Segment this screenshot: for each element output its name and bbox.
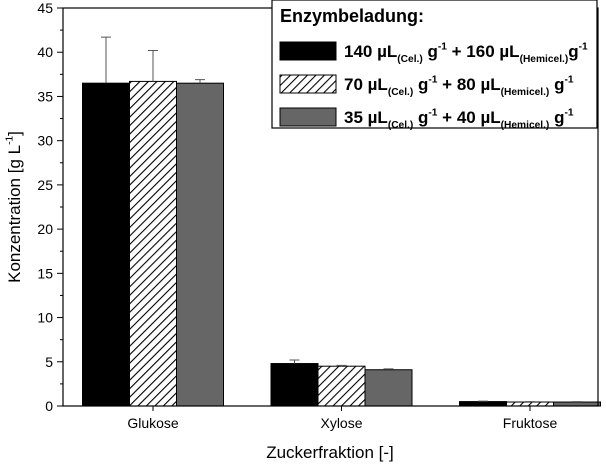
text-run: + 40 µL xyxy=(437,108,500,127)
text-run: -1 xyxy=(438,41,447,52)
bar xyxy=(82,82,130,407)
text-run: g xyxy=(423,42,438,61)
y-tick-label: 0 xyxy=(45,398,53,414)
text-run: (Hemicel.) xyxy=(501,120,550,131)
bar xyxy=(317,365,366,407)
x-tick-label: Glukose xyxy=(127,415,179,431)
error-bar xyxy=(289,359,300,364)
y-tick-label: 5 xyxy=(45,354,53,370)
text-run: (Hemicel.) xyxy=(520,54,569,65)
legend-label: 140 µL(Cel.) g-1 + 160 µL(Hemicel.)g-1 xyxy=(344,41,588,65)
y-tick-label: 45 xyxy=(37,0,53,16)
text-run: 35 µL xyxy=(344,108,388,127)
text-run: -1 xyxy=(428,74,437,85)
text-run: -1 xyxy=(564,107,573,118)
text-run: 140 µL xyxy=(344,42,397,61)
y-tick-label: 25 xyxy=(37,177,53,193)
text-run: g xyxy=(549,75,564,94)
legend-label: 70 µL(Cel.) g-1 + 80 µL(Hemicel.) g-1 xyxy=(344,74,574,98)
bar xyxy=(459,401,507,407)
bar xyxy=(129,80,177,407)
error-bar xyxy=(383,368,394,370)
text-run: -1 xyxy=(579,41,588,52)
text-run: 70 µL xyxy=(344,75,388,94)
x-tick-label: Xylose xyxy=(320,415,362,431)
y-tick-label: 15 xyxy=(37,265,53,281)
text-run: g xyxy=(413,75,428,94)
text-run: -1 xyxy=(564,74,573,85)
error-bar xyxy=(101,36,111,84)
x-tick-label: Fruktose xyxy=(503,415,558,431)
error-bar xyxy=(336,364,347,367)
text-run: g xyxy=(413,108,428,127)
error-bar xyxy=(195,79,205,84)
text-run: (Cel.) xyxy=(397,54,422,65)
text-run: + 160 µL xyxy=(447,42,520,61)
y-tick-label: 40 xyxy=(37,44,53,60)
text-run: (Cel.) xyxy=(388,120,413,131)
text-run: ] xyxy=(5,131,24,136)
text-run: g xyxy=(549,108,564,127)
y-axis-title: Konzentration [g L-1] xyxy=(4,131,24,283)
y-tick-label: 30 xyxy=(37,133,53,149)
legend-swatch xyxy=(279,41,337,61)
bar xyxy=(270,363,319,407)
legend-swatch xyxy=(279,74,337,94)
text-run: Konzentration [g L xyxy=(5,145,24,283)
legend-swatch xyxy=(279,107,337,127)
error-bar xyxy=(148,49,158,82)
x-axis-title: Zuckerfraktion [-] xyxy=(266,443,394,462)
bar xyxy=(364,369,413,407)
text-run: (Cel.) xyxy=(388,87,413,98)
y-tick-label: 10 xyxy=(37,310,53,326)
text-run: + 80 µL xyxy=(437,75,500,94)
y-tick-label: 35 xyxy=(37,88,53,104)
text-run: g xyxy=(568,42,578,61)
text-run: -1 xyxy=(428,107,437,118)
text-run: -1 xyxy=(4,136,15,145)
legend-label: 35 µL(Cel.) g-1 + 40 µL(Hemicel.) g-1 xyxy=(344,107,574,131)
legend-title: Enzymbeladung: xyxy=(280,6,424,26)
text-run: (Hemicel.) xyxy=(501,87,550,98)
y-tick-label: 20 xyxy=(37,221,53,237)
bar xyxy=(176,82,224,407)
legend-box xyxy=(271,0,598,129)
